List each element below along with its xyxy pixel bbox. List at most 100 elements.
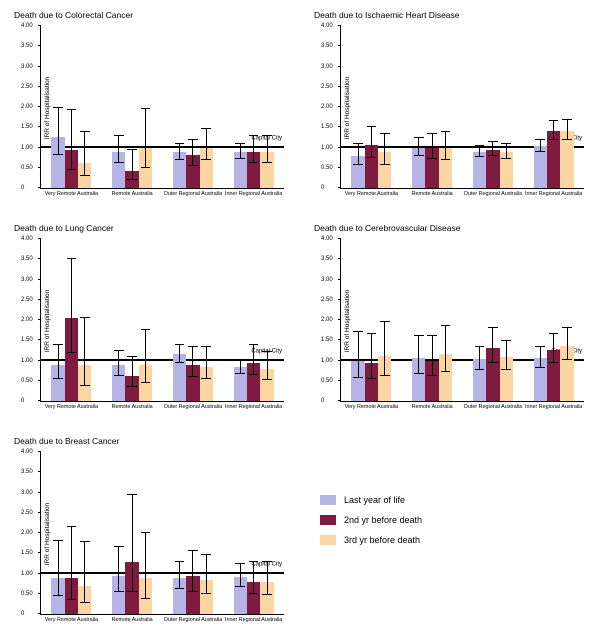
y-axis-label: IRR of Hospitalisation <box>44 502 51 565</box>
y-tick-mark <box>38 532 41 533</box>
reference-line <box>41 572 284 574</box>
error-cap <box>441 371 451 372</box>
error-bar <box>432 133 433 159</box>
x-tick-label: Inner Regional Australia <box>525 405 582 411</box>
error-bar <box>253 135 254 163</box>
error-cap <box>367 333 377 334</box>
error-cap <box>201 554 211 555</box>
y-tick-label: 2.50 <box>321 84 333 90</box>
chart-title: Death due to Lung Cancer <box>14 223 290 233</box>
y-tick-label: 2.00 <box>21 317 33 323</box>
error-cap <box>549 333 559 334</box>
error-cap <box>188 165 198 166</box>
y-tick-label: 0 <box>21 611 24 617</box>
y-tick-mark <box>338 258 341 259</box>
error-cap <box>562 327 572 328</box>
error-cap <box>80 175 90 176</box>
error-cap <box>414 155 424 156</box>
error-cap <box>380 375 390 376</box>
y-tick-label: 0 <box>321 398 324 404</box>
error-cap <box>235 158 245 159</box>
error-bar <box>192 139 193 165</box>
y-tick-mark <box>38 167 41 168</box>
error-cap <box>535 367 545 368</box>
y-tick-label: 4.00 <box>321 236 333 242</box>
error-bar <box>240 361 241 374</box>
y-tick-mark <box>38 380 41 381</box>
error-bar <box>192 551 193 592</box>
error-cap <box>488 141 498 142</box>
error-cap <box>188 346 198 347</box>
error-cap <box>53 154 63 155</box>
error-cap <box>414 335 424 336</box>
error-cap <box>353 377 363 378</box>
y-tick-mark <box>338 86 341 87</box>
error-cap <box>475 156 485 157</box>
y-tick-label: 1.50 <box>21 337 33 343</box>
y-tick-label: 0.50 <box>321 165 333 171</box>
y-tick-mark <box>338 25 341 26</box>
error-bar <box>71 259 72 352</box>
y-tick-mark <box>338 339 341 340</box>
error-cap <box>262 351 272 352</box>
error-cap <box>475 145 485 146</box>
error-cap <box>562 119 572 120</box>
error-cap <box>127 386 137 387</box>
y-tick-label: 0.50 <box>21 165 33 171</box>
error-cap <box>427 158 437 159</box>
error-cap <box>380 164 390 165</box>
y-tick-mark <box>38 106 41 107</box>
error-cap <box>501 158 511 159</box>
error-cap <box>249 162 259 163</box>
error-cap <box>380 133 390 134</box>
error-cap <box>353 164 363 165</box>
error-cap <box>549 139 559 140</box>
y-tick-mark <box>38 552 41 553</box>
y-tick-label: 3.50 <box>321 43 333 49</box>
y-tick-label: 2.50 <box>21 297 33 303</box>
legend-swatch <box>320 495 336 505</box>
error-cap <box>80 385 90 386</box>
plot: 00.501.001.502.002.503.003.504.00Capital… <box>340 239 584 402</box>
plot: 00.501.001.502.002.503.003.504.00Capital… <box>40 26 284 189</box>
error-cap <box>80 602 90 603</box>
x-tick-label: Very Remote Australia <box>345 405 398 411</box>
error-cap <box>441 159 451 160</box>
x-tick-label: Remote Australia <box>112 405 153 411</box>
legend-label: 2nd yr before death <box>344 515 422 525</box>
error-cap <box>53 344 63 345</box>
plot-area: 00.501.001.502.002.503.003.504.00Capital… <box>40 239 284 402</box>
error-cap <box>114 135 124 136</box>
error-cap <box>141 532 151 533</box>
error-cap <box>488 362 498 363</box>
error-cap <box>235 373 245 374</box>
y-tick-mark <box>38 238 41 239</box>
y-tick-mark <box>38 258 41 259</box>
plot: 00.501.001.502.002.503.003.504.00Capital… <box>40 239 284 402</box>
error-cap <box>114 350 124 351</box>
error-bar <box>132 495 133 592</box>
panel-grid: Death due to Colorectal Cancer00.501.001… <box>10 8 590 639</box>
x-tick-label: Very Remote Australia <box>45 618 98 624</box>
error-bar <box>506 341 507 369</box>
error-cap <box>127 356 137 357</box>
error-bar <box>145 533 146 599</box>
error-bar <box>145 109 146 168</box>
y-tick-mark <box>338 299 341 300</box>
error-cap <box>262 135 272 136</box>
error-bar <box>240 563 241 586</box>
y-tick-mark <box>338 238 341 239</box>
error-bar <box>384 133 385 164</box>
x-tick-label: Remote Australia <box>112 618 153 624</box>
error-bar <box>358 143 359 164</box>
error-bar <box>267 352 268 380</box>
error-cap <box>67 109 77 110</box>
error-bar <box>267 562 268 594</box>
error-bar <box>192 346 193 376</box>
plot-area: 00.501.001.502.002.503.003.504.00Capital… <box>340 26 584 189</box>
grid-cell: Death due to Breast Cancer00.501.001.502… <box>10 434 290 639</box>
error-cap <box>127 149 137 150</box>
y-tick-label: 3.50 <box>21 469 33 475</box>
y-tick-label: 4.00 <box>21 23 33 29</box>
y-axis-label: IRR of Hospitalisation <box>44 76 51 139</box>
